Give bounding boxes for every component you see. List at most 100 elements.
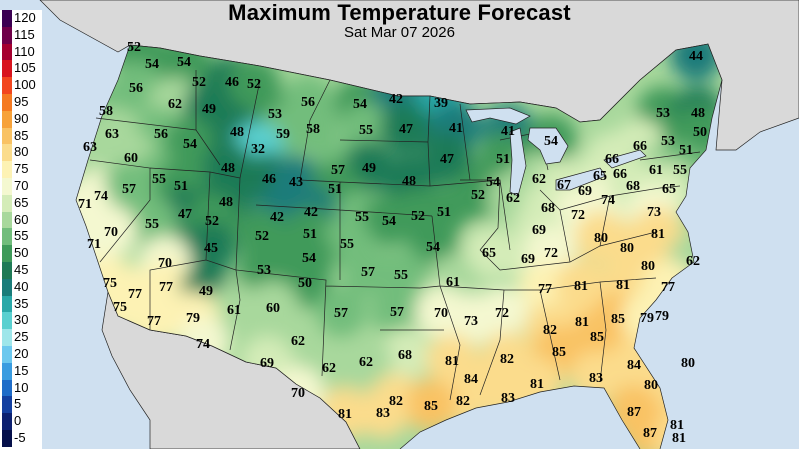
- temperature-label: 87: [643, 426, 657, 441]
- legend-step: 80: [0, 144, 42, 162]
- legend-label: 25: [14, 329, 29, 345]
- temperature-label: 68: [626, 179, 640, 194]
- temperature-label: 54: [382, 214, 396, 229]
- legend-label: 15: [14, 362, 29, 378]
- temperature-label: 84: [464, 372, 478, 387]
- temperature-label: 83: [589, 371, 603, 386]
- temperature-label: 52: [247, 77, 261, 92]
- temperature-label: 81: [670, 418, 684, 433]
- temperature-label: 56: [154, 127, 168, 142]
- temperature-label: 51: [174, 179, 188, 194]
- legend-step: 10: [0, 379, 42, 397]
- temperature-label: 61: [227, 303, 241, 318]
- legend-swatch: [2, 362, 12, 380]
- temperature-label: 61: [649, 163, 663, 178]
- legend-swatch: [2, 77, 12, 94]
- temperature-label: 79: [655, 309, 669, 324]
- legend-label: 60: [14, 211, 29, 227]
- temperature-label: 60: [124, 151, 138, 166]
- legend-swatch: [2, 211, 12, 229]
- temperature-label: 69: [521, 252, 535, 267]
- temperature-label: 81: [616, 278, 630, 293]
- temperature-label: 41: [501, 124, 515, 139]
- temperature-label: 52: [471, 188, 485, 203]
- legend-step: 50: [0, 245, 42, 262]
- temperature-label: 81: [338, 407, 352, 422]
- temperature-label: 80: [594, 231, 608, 246]
- legend-step: 65: [0, 194, 42, 212]
- legend-swatch: [2, 60, 12, 78]
- temperature-label: 54: [353, 97, 367, 112]
- temperature-label: 48: [691, 106, 705, 121]
- temperature-label: 81: [672, 431, 686, 446]
- temperature-label: 74: [601, 193, 615, 208]
- color-legend: 120 115 110 105 100 95 90 85 80 75 70 65 60 55 50 45 40 3…: [0, 10, 42, 449]
- temperature-label: 77: [159, 280, 173, 295]
- legend-swatch: [2, 10, 12, 27]
- temperature-label: 75: [113, 300, 127, 315]
- temperature-label: 73: [464, 314, 478, 329]
- temperature-label: 51: [496, 152, 510, 167]
- temperature-label: 54: [426, 240, 440, 255]
- temperature-label: 49: [202, 102, 216, 117]
- temperature-label: 62: [532, 172, 546, 187]
- legend-label: 50: [14, 245, 29, 261]
- temperature-label: 50: [298, 276, 312, 291]
- temperature-label: 82: [389, 394, 403, 409]
- temperature-label: 56: [129, 81, 143, 96]
- legend-label: 65: [14, 194, 29, 210]
- legend-swatch: [2, 295, 12, 313]
- temperature-label: 85: [611, 312, 625, 327]
- legend-swatch: [2, 161, 12, 178]
- temperature-label: 75: [103, 276, 117, 291]
- legend-swatch: [2, 430, 12, 447]
- temperature-label: 73: [647, 205, 661, 220]
- legend-swatch: [2, 178, 12, 195]
- temperature-label: 53: [661, 134, 675, 149]
- temperature-label: 85: [424, 399, 438, 414]
- temperature-label: 65: [593, 169, 607, 184]
- temperature-label: 72: [544, 246, 558, 261]
- legend-label: 110: [14, 43, 35, 59]
- legend-label: 35: [14, 295, 29, 311]
- temperature-label: 77: [147, 314, 161, 329]
- temperature-label: 84: [627, 358, 641, 373]
- temperature-label: 47: [440, 152, 454, 167]
- temperature-label: 57: [122, 182, 136, 197]
- temperature-label: 42: [389, 92, 403, 107]
- legend-swatch: [2, 278, 12, 296]
- legend-step: 0: [0, 413, 42, 430]
- legend-label: 85: [14, 127, 29, 143]
- temperature-label: 81: [574, 279, 588, 294]
- temperature-label: 81: [651, 227, 665, 242]
- legend-label: 5: [14, 396, 22, 412]
- temperature-label: 48: [230, 125, 244, 140]
- temperature-label: 77: [661, 280, 675, 295]
- legend-swatch: [2, 262, 12, 279]
- temperature-label: 49: [362, 161, 376, 176]
- temperature-label: 72: [495, 306, 509, 321]
- legend-label: -5: [14, 430, 26, 445]
- legend-label: 55: [14, 228, 29, 244]
- temperature-label: 39: [434, 96, 448, 111]
- legend-label: 80: [14, 144, 29, 160]
- legend-step: 60: [0, 211, 42, 229]
- temperature-label: 42: [270, 210, 284, 225]
- legend-swatch: [2, 379, 12, 397]
- temperature-label: 58: [99, 104, 113, 119]
- legend-swatch: [2, 94, 12, 111]
- temperature-label: 81: [445, 354, 459, 369]
- legend-label: 30: [14, 312, 29, 328]
- temperature-label: 70: [291, 386, 305, 401]
- legend-step: 45: [0, 262, 42, 279]
- temperature-label: 54: [177, 55, 191, 70]
- temperature-label: 55: [394, 268, 408, 283]
- legend-label: 115: [14, 26, 35, 42]
- legend-step: 105: [0, 60, 42, 78]
- temperature-label: 81: [530, 377, 544, 392]
- temperature-label: 57: [334, 306, 348, 321]
- legend-step: 30: [0, 312, 42, 330]
- temperature-label: 74: [196, 337, 210, 352]
- temperature-label: 80: [641, 259, 655, 274]
